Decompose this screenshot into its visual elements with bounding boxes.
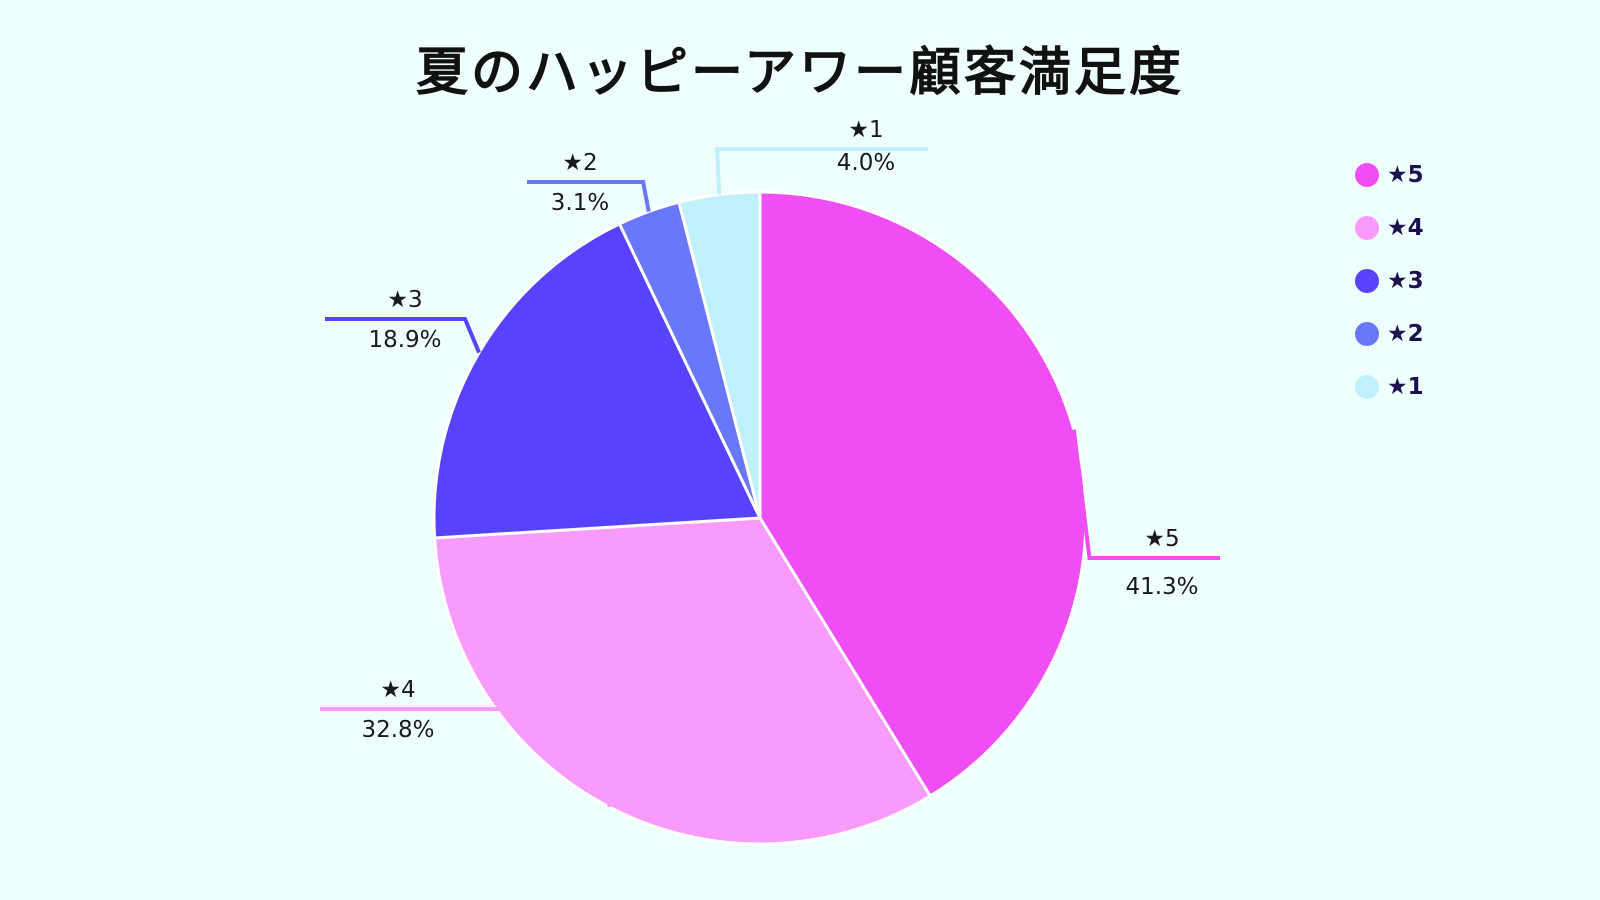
leader-line-5 <box>715 147 928 195</box>
legend-swatch-4 <box>1355 321 1379 346</box>
slice-percent-1: 41.3% <box>1125 574 1198 600</box>
leader-line-4 <box>527 180 651 212</box>
leader-line-1 <box>1071 429 1220 560</box>
slice-label-5: ★1 <box>848 117 883 143</box>
slice-percent-5: 4.0% <box>837 150 895 176</box>
legend-item-4: ★2 <box>1355 307 1424 360</box>
slice-label-4: ★2 <box>562 150 597 176</box>
legend-label-5: ★1 <box>1387 373 1424 400</box>
legend: ★5 ★4 ★3 ★2 ★1 <box>1355 148 1424 413</box>
legend-label-4: ★2 <box>1387 320 1424 347</box>
chart-title: 夏のハッピーアワー顧客満足度 <box>416 43 1184 103</box>
pie-slice-3 <box>432 221 763 540</box>
legend-swatch-1 <box>1355 162 1379 187</box>
slice-percent-3: 18.9% <box>368 327 441 353</box>
legend-swatch-2 <box>1355 215 1379 240</box>
legend-label-3: ★3 <box>1387 267 1424 294</box>
legend-swatch-5 <box>1355 374 1379 399</box>
legend-swatch-3 <box>1355 268 1379 293</box>
slice-percent-4: 3.1% <box>551 190 609 216</box>
slice-label-3: ★3 <box>387 287 422 313</box>
leader-line-3 <box>325 317 481 354</box>
slice-label-1: ★5 <box>1144 526 1179 552</box>
legend-item-2: ★4 <box>1355 201 1424 254</box>
legend-item-1: ★5 <box>1355 148 1424 201</box>
legend-label-1: ★5 <box>1387 161 1424 188</box>
leader-line-2 <box>320 707 612 808</box>
pie-slice-5 <box>677 190 762 519</box>
legend-item-3: ★3 <box>1355 254 1424 307</box>
legend-item-5: ★1 <box>1355 360 1424 413</box>
slice-label-2: ★4 <box>380 677 415 703</box>
legend-label-2: ★4 <box>1387 214 1424 241</box>
slice-percent-2: 32.8% <box>361 717 434 743</box>
